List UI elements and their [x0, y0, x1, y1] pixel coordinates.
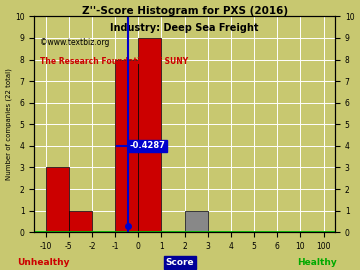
Y-axis label: Number of companies (22 total): Number of companies (22 total): [5, 68, 12, 180]
Text: Healthy: Healthy: [297, 258, 337, 267]
Text: ©www.textbiz.org: ©www.textbiz.org: [40, 38, 109, 47]
Title: Z''-Score Histogram for PXS (2016): Z''-Score Histogram for PXS (2016): [82, 6, 288, 16]
Bar: [46, 167, 69, 232]
Bar: [115, 59, 138, 232]
Bar: [138, 38, 162, 232]
Text: -0.4287: -0.4287: [130, 141, 166, 150]
Text: The Research Foundation of SUNY: The Research Foundation of SUNY: [40, 57, 188, 66]
Text: Score: Score: [166, 258, 194, 267]
Text: Unhealthy: Unhealthy: [17, 258, 69, 267]
Bar: [69, 211, 92, 232]
Text: Industry: Deep Sea Freight: Industry: Deep Sea Freight: [111, 23, 259, 33]
Bar: [185, 211, 208, 232]
